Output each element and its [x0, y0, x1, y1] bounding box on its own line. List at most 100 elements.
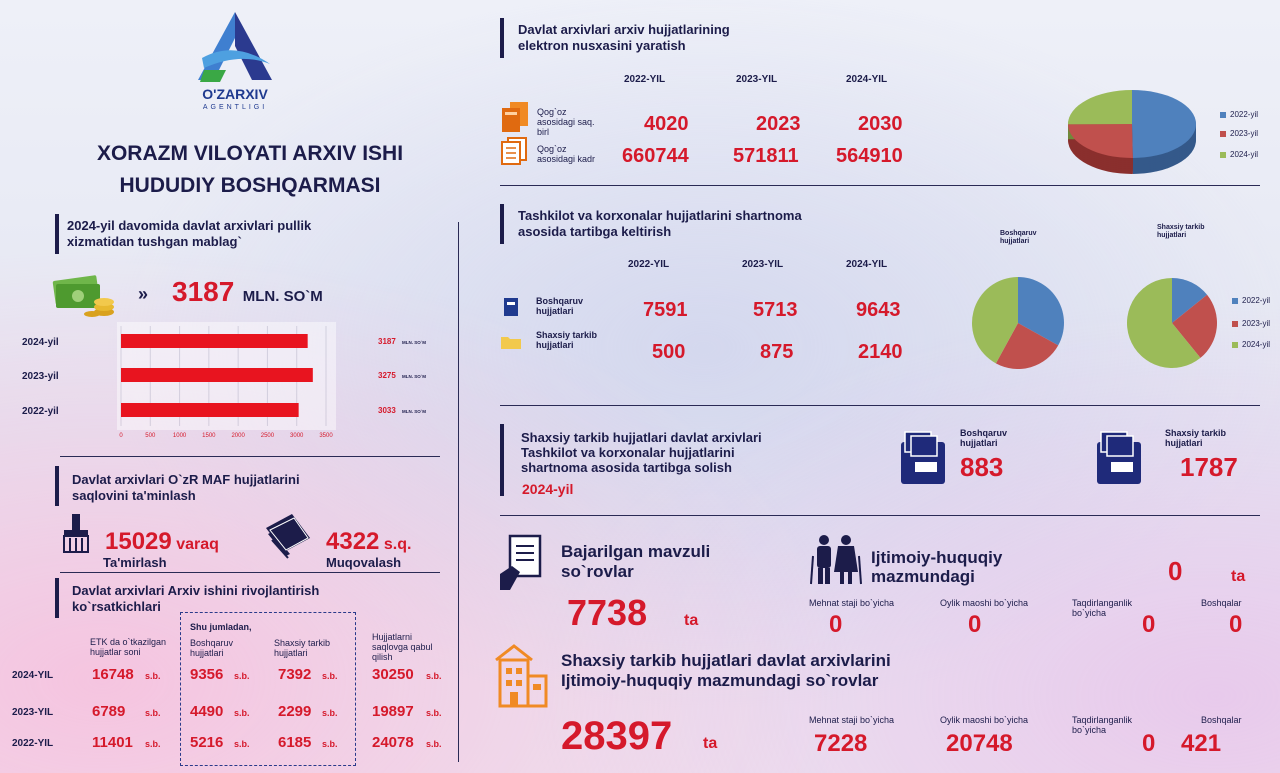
electronic-row2-label: Qog`oz asosidagi kadr — [537, 144, 596, 164]
electronic-year-2024: 2024-YIL — [846, 74, 888, 85]
x-tick-label: 1000 — [173, 433, 187, 439]
logo: O'ZARXIV AGENTLIGI — [190, 8, 280, 116]
social-title-line2: mazmundagi — [871, 567, 975, 586]
personnel-social-title-line1: Shaxsiy tarkib hujjatlari davlat arxivla… — [561, 651, 891, 670]
divider — [500, 515, 1260, 516]
page-title: XORAZM VILOYATI ARXIV ISHI HUDUDIY BOSHQ… — [30, 138, 470, 202]
dev-title: Davlat arxivlari Arxiv ishini rivojlanti… — [72, 583, 432, 615]
repair-stat: 15029 varaq — [105, 528, 219, 556]
contract-row1-2023: 5713 — [753, 299, 798, 321]
divider — [500, 405, 1260, 406]
dashed-box — [180, 612, 356, 766]
revenue-bar-chart: 0 500 1000 1500 2000 2500 3000 3500 2024-yil 3187… — [10, 322, 450, 448]
binder-icon — [502, 296, 520, 318]
category-value: 20748 — [946, 730, 1013, 757]
unit-label: s.b. — [234, 739, 250, 749]
documents-icon — [500, 136, 528, 166]
contract-row1-2022: 7591 — [643, 299, 688, 321]
personnel-year: 2024-yil — [522, 481, 574, 497]
row-year: 2023-YIL — [12, 707, 54, 718]
unit-label: s.b. — [322, 708, 338, 718]
bar — [121, 403, 299, 417]
thematic-value: 7738 — [567, 592, 648, 633]
page-title-line1: XORAZM VILOYATI ARXIV ISHI — [96, 142, 404, 165]
social-title-line1: Ijtimoiy-huquqiy — [871, 548, 1003, 567]
category-value: 0 — [968, 611, 982, 638]
pie-slice — [1172, 294, 1217, 358]
category-label: Boshqalar — [1201, 715, 1242, 725]
electronic-pie-chart — [1062, 84, 1222, 184]
unit-label: s.b. — [145, 739, 161, 749]
y-category-label: 2024-yil — [22, 337, 59, 348]
social-value: 0 — [1168, 556, 1183, 586]
social-title: Ijtimoiy-huquqiy mazmundagi — [871, 548, 1002, 586]
electronic-row1-2022: 4020 — [644, 113, 689, 135]
electronic-row1-label: Qog`oz asosidagi saq. birl — [537, 107, 595, 137]
revenue-total: 3187 MLN. SO`M — [172, 276, 323, 308]
dev-title-line1: Davlat arxivlari Arxiv ishini rivojlanti… — [72, 583, 320, 598]
request-form-icon — [498, 534, 544, 592]
section-marker — [55, 466, 59, 506]
etk-value: 11401 — [92, 734, 133, 751]
maf-title-line1: Davlat arxivlari O`zR MAF hujjatlarini — [72, 472, 300, 487]
category-value: 7228 — [814, 730, 868, 757]
bar-value-label: 3275 — [378, 371, 396, 380]
section-marker — [55, 578, 59, 618]
category-label: Taqdirlanganlik bo`yicha — [1072, 598, 1133, 618]
qabul-value: 24078 — [372, 734, 414, 751]
x-tick-label: 500 — [145, 433, 156, 439]
electronic-year-2022: 2022-YIL — [624, 74, 666, 85]
contract-year-2024: 2024-YIL — [846, 259, 888, 270]
electronic-legend-2024: 2024-yil — [1220, 150, 1258, 159]
x-tick-label: 1500 — [202, 433, 216, 439]
boshqaruv-pie-svg — [972, 277, 1064, 369]
logo-subtext: AGENTLIGI — [202, 104, 268, 111]
thematic-unit: ta — [684, 612, 699, 629]
bar-unit-label: MLN. SO`M — [402, 374, 426, 379]
unit-label: s.b. — [426, 671, 442, 681]
col-shaxsiy-header: Shaxsiy tarkib hujjatlari — [274, 638, 331, 658]
category-label: Mehnat staji bo`yicha — [809, 598, 895, 608]
electronic-title-line1: Davlat arxivlari arxiv hujjatlarining — [518, 22, 730, 37]
x-tick-label: 3500 — [319, 433, 333, 439]
file-cabinet-icon — [1093, 428, 1145, 486]
unit-label: s.b. — [322, 739, 338, 749]
unit-label: s.b. — [234, 671, 250, 681]
binding-stat: 4322 s.q. — [326, 528, 411, 556]
pie1-title: Boshqaruv hujjatlari — [1000, 230, 1037, 245]
category-value: 0 — [1229, 611, 1243, 638]
unit-label: s.b. — [234, 708, 250, 718]
chevron-right-icon: » — [138, 284, 149, 304]
logo-text: O'ZARXIV — [202, 86, 268, 102]
revenue-title-line2: xizmatidan tushgan mablag` — [67, 234, 242, 249]
electronic-row2-2024: 564910 — [836, 145, 903, 167]
bar-value-label: 3187 — [378, 337, 396, 346]
pie-slice — [1132, 90, 1197, 158]
personnel-s-value: 1787 — [1180, 452, 1238, 482]
maf-title-line2: saqlovini ta'minlash — [72, 488, 196, 503]
revenue-title: 2024-yil davomida davlat arxivlari pulli… — [67, 218, 427, 250]
contract-title-line1: Tashkilot va korxonalar hujjatlarini sha… — [518, 208, 802, 223]
contract-legend-2023: 2023-yil — [1232, 319, 1270, 328]
unit-label: s.b. — [426, 739, 442, 749]
divider — [500, 185, 1260, 186]
revenue-total-value: 3187 — [172, 276, 235, 307]
electronic-row1-2024: 2030 — [858, 113, 903, 135]
thematic-title: Bajarilgan mavzuli so`rovlar — [561, 542, 710, 582]
category-label: Mehnat staji bo`yicha — [809, 715, 895, 725]
personnel-social-unit: ta — [703, 735, 718, 752]
contract-row2-2022: 500 — [652, 341, 686, 363]
contract-legend-2022: 2022-yil — [1232, 296, 1270, 305]
binding-unit: s.q. — [383, 536, 412, 553]
y-category-label: 2023-yil — [22, 371, 59, 382]
col-boshqaruv-header: Boshqaruv hujjatlari — [190, 638, 234, 658]
thematic-title-line2: so`rovlar — [561, 562, 634, 581]
brush-icon — [58, 512, 94, 554]
shaxsiy-value: 6185 — [278, 734, 312, 751]
shaxsiy-pie-svg — [1127, 278, 1217, 368]
binding-label: Muqovalash — [326, 555, 402, 570]
category-value: 0 — [829, 611, 843, 638]
binding-value: 4322 — [326, 528, 380, 555]
personnel-title-line3: shartnoma asosida tartibga solish — [521, 460, 732, 475]
folder-stack-icon — [500, 100, 530, 132]
